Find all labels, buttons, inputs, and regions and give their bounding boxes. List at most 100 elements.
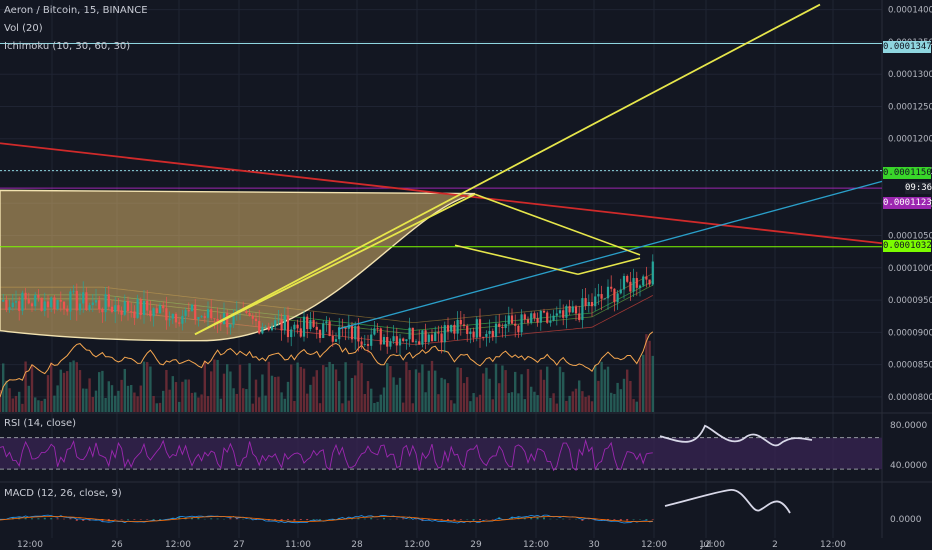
time-tick-label: 28 bbox=[351, 540, 363, 550]
upper-price-tag: 0.00011505 bbox=[883, 167, 932, 179]
volume-bar bbox=[133, 392, 136, 412]
candle-body bbox=[98, 300, 101, 310]
candle-body bbox=[126, 301, 130, 312]
rsi-axis-80: 80.0000 bbox=[890, 421, 928, 431]
candle-body bbox=[325, 321, 328, 324]
candle-body bbox=[501, 326, 504, 329]
candle-body bbox=[328, 321, 331, 336]
volume-bar bbox=[24, 361, 27, 412]
candle-body bbox=[491, 330, 494, 337]
macd-histogram-bar bbox=[101, 519, 104, 522]
volume-bar bbox=[398, 377, 402, 412]
volume-bar bbox=[434, 370, 437, 412]
volume-bar bbox=[446, 383, 450, 412]
volume-bar bbox=[542, 379, 546, 412]
candle-body bbox=[59, 299, 62, 302]
volume-bar bbox=[488, 378, 491, 412]
candle-body bbox=[642, 276, 645, 286]
red-trendline bbox=[0, 142, 883, 245]
candle-body bbox=[229, 324, 232, 328]
candle-body bbox=[251, 315, 254, 319]
volume-bar bbox=[302, 368, 306, 412]
candle-body bbox=[450, 324, 453, 332]
price-levels bbox=[0, 42, 882, 248]
candle-body bbox=[43, 301, 46, 311]
volume-bar bbox=[245, 389, 248, 412]
volume-bar bbox=[616, 382, 619, 412]
candle-body bbox=[82, 292, 85, 304]
volume-bar bbox=[530, 386, 533, 412]
candle-body bbox=[69, 291, 72, 312]
volume-bar bbox=[165, 369, 168, 412]
macd-histogram-bar bbox=[37, 518, 40, 520]
candle-body bbox=[21, 292, 24, 311]
volume-bar bbox=[21, 403, 24, 412]
candle-body bbox=[504, 324, 507, 329]
candle-body bbox=[507, 315, 510, 325]
rsi-projection bbox=[659, 424, 813, 447]
candle-body bbox=[75, 290, 78, 311]
candle-body bbox=[261, 326, 264, 334]
volume-bar bbox=[0, 390, 2, 412]
volume-bar bbox=[242, 388, 245, 412]
candle-body bbox=[635, 278, 638, 288]
macd-histogram-bar bbox=[50, 518, 53, 520]
candle-body bbox=[549, 320, 552, 323]
candle-body bbox=[552, 315, 555, 321]
volume-bar bbox=[414, 369, 418, 412]
volume-bar bbox=[520, 374, 523, 412]
candle-body bbox=[318, 329, 322, 339]
time-tick-label: 12:00 bbox=[404, 540, 430, 550]
time-tick-label: 12:00 bbox=[699, 540, 725, 550]
candle-body bbox=[181, 315, 184, 324]
volume-bar bbox=[181, 381, 184, 412]
candle-body bbox=[530, 313, 533, 323]
volume-bar bbox=[366, 381, 370, 412]
macd-histogram-bar bbox=[447, 519, 449, 521]
candle-body bbox=[434, 332, 437, 341]
candle-body bbox=[494, 323, 498, 337]
volume-bar bbox=[91, 396, 94, 412]
volume-bar bbox=[171, 376, 174, 412]
volume-bar bbox=[453, 403, 456, 412]
candle-body bbox=[424, 330, 427, 343]
candle-body bbox=[114, 305, 117, 312]
macd-histogram-bar bbox=[651, 519, 654, 520]
candle-body bbox=[392, 336, 395, 342]
macd-histogram-bar bbox=[152, 519, 155, 520]
rsi-axis-40: 40.0000 bbox=[890, 461, 928, 471]
candle-body bbox=[498, 323, 501, 327]
volume-bar bbox=[261, 374, 264, 412]
candle-body bbox=[568, 306, 571, 313]
candle-body bbox=[395, 336, 398, 346]
volume-bar bbox=[440, 377, 443, 412]
volume-bar bbox=[238, 364, 242, 412]
volume-bar bbox=[123, 368, 126, 412]
volume-bar bbox=[219, 398, 222, 412]
volume-bar bbox=[427, 370, 430, 412]
volume-bar bbox=[363, 394, 366, 412]
candle-body bbox=[536, 318, 539, 323]
volume-bar bbox=[584, 396, 587, 412]
volume-bar bbox=[498, 383, 501, 412]
rsi-indicator-label: RSI (14, close) bbox=[4, 418, 77, 429]
volume-bar bbox=[203, 360, 206, 412]
volume-bar bbox=[635, 401, 638, 412]
macd-histogram-bar bbox=[312, 519, 315, 520]
volume-bar bbox=[248, 363, 251, 412]
volume-bar bbox=[357, 360, 360, 412]
volume-bar bbox=[120, 379, 123, 412]
macd-histogram-bar bbox=[127, 519, 129, 520]
candle-body bbox=[632, 278, 635, 292]
macd-histogram-bar bbox=[63, 518, 65, 520]
volume-bar bbox=[574, 388, 578, 412]
candle-body bbox=[610, 286, 613, 289]
candle-body bbox=[533, 313, 536, 319]
volume-bar bbox=[78, 370, 82, 412]
volume-bar bbox=[456, 367, 459, 412]
volume-bar bbox=[293, 400, 296, 412]
candle-body bbox=[277, 319, 280, 321]
